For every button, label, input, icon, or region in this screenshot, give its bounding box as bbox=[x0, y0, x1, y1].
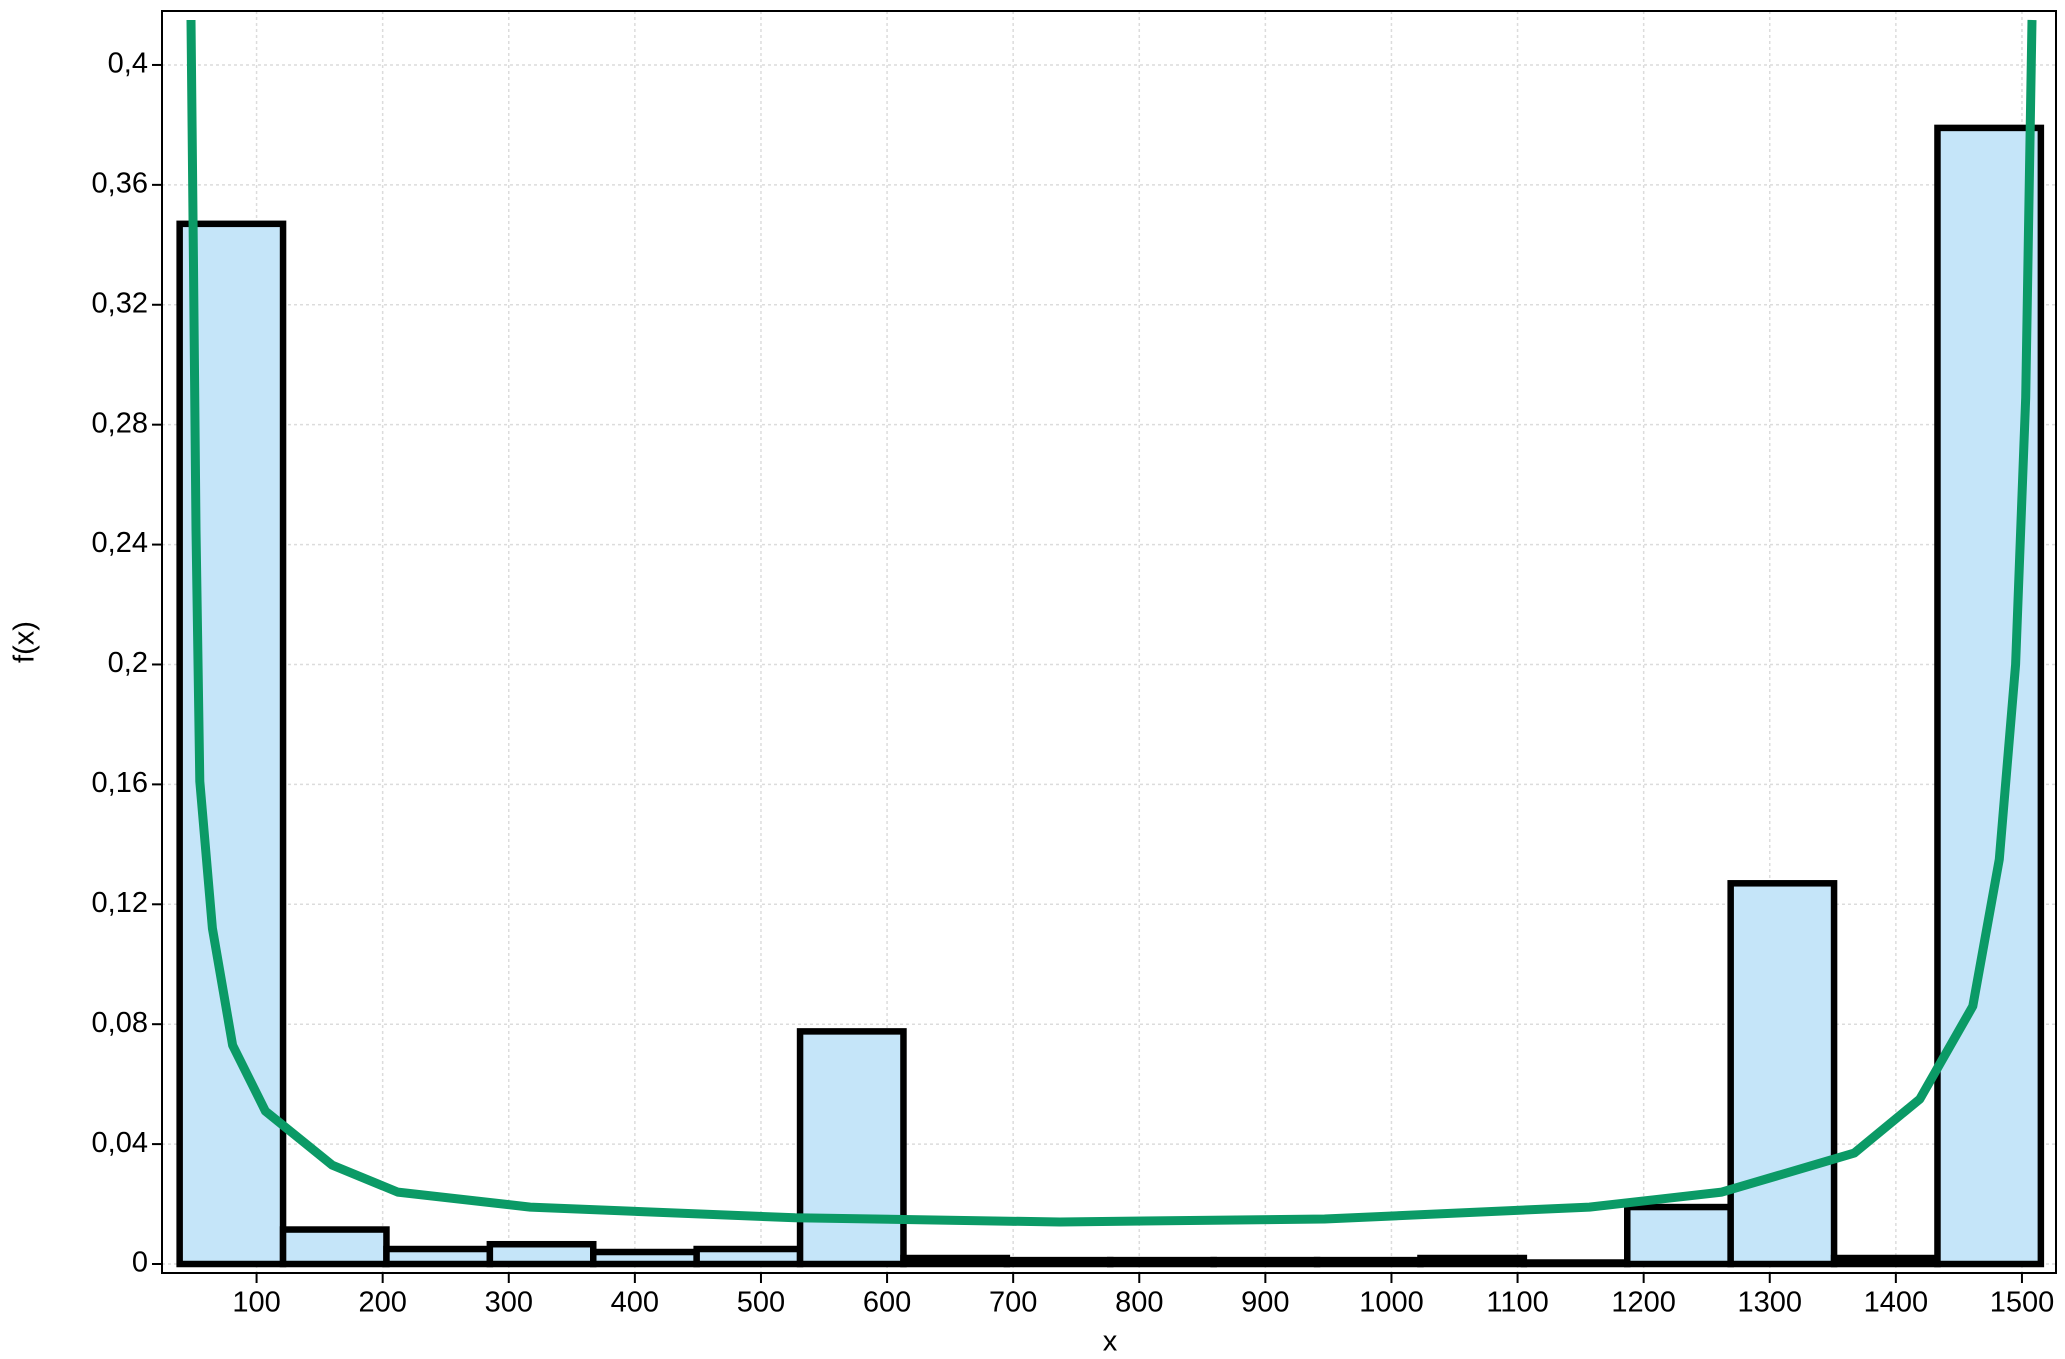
x-tick-label: 300 bbox=[485, 1287, 533, 1319]
histogram-bar bbox=[383, 1245, 494, 1268]
x-tick-label: 1000 bbox=[1359, 1287, 1424, 1319]
histogram-bar bbox=[796, 1028, 907, 1268]
x-tick-label: 600 bbox=[863, 1287, 911, 1319]
x-axis-label: x bbox=[1103, 1326, 1118, 1358]
y-tick-label: 0,32 bbox=[92, 287, 148, 319]
y-tick-label: 0,04 bbox=[92, 1127, 148, 1159]
histogram-bar bbox=[1830, 1254, 1941, 1268]
y-tick-label: 0,12 bbox=[92, 887, 148, 919]
x-tick-label: 900 bbox=[1241, 1287, 1289, 1319]
y-tick-label: 0,2 bbox=[108, 647, 148, 679]
y-axis-label: f(x) bbox=[9, 621, 41, 663]
y-tick-label: 0,4 bbox=[108, 48, 148, 80]
histogram-bar bbox=[1417, 1254, 1528, 1268]
y-tick-label: 0,36 bbox=[92, 168, 148, 200]
x-tick-label: 1400 bbox=[1864, 1287, 1929, 1319]
histogram-bar bbox=[1210, 1256, 1321, 1268]
x-tick-label: 1300 bbox=[1737, 1287, 1802, 1319]
histogram-bar bbox=[279, 1226, 390, 1268]
x-tick-label: 1100 bbox=[1486, 1287, 1548, 1319]
y-tick-label: 0,16 bbox=[92, 767, 148, 799]
histogram-bar bbox=[1624, 1203, 1734, 1268]
x-tick-label: 400 bbox=[611, 1287, 659, 1319]
x-tick-label: 1200 bbox=[1611, 1287, 1676, 1319]
x-tick-label: 500 bbox=[737, 1287, 785, 1319]
x-tick-label: 100 bbox=[232, 1287, 280, 1319]
histogram-bar bbox=[1107, 1256, 1217, 1268]
histogram-bar bbox=[693, 1245, 804, 1268]
histogram-bar bbox=[1313, 1256, 1424, 1268]
histogram-bar bbox=[486, 1240, 597, 1268]
density-curve bbox=[186, 19, 2037, 1227]
plot-frame bbox=[161, 10, 2057, 1274]
histogram-bar bbox=[1727, 880, 1838, 1268]
y-tick-label: 0,08 bbox=[92, 1007, 148, 1039]
histogram-bar bbox=[1520, 1259, 1631, 1268]
x-tick-label: 200 bbox=[358, 1287, 406, 1319]
x-tick-label: 800 bbox=[1115, 1287, 1163, 1319]
y-tick-label: 0 bbox=[132, 1247, 148, 1279]
y-tick-label: 0,24 bbox=[92, 527, 148, 559]
histogram-bar bbox=[1003, 1256, 1114, 1268]
histogram-bar bbox=[590, 1248, 700, 1268]
x-tick-label: 1500 bbox=[1990, 1287, 2055, 1319]
x-tick-label: 700 bbox=[989, 1287, 1037, 1319]
histogram-bar bbox=[900, 1254, 1011, 1268]
y-tick-label: 0,28 bbox=[92, 407, 148, 439]
